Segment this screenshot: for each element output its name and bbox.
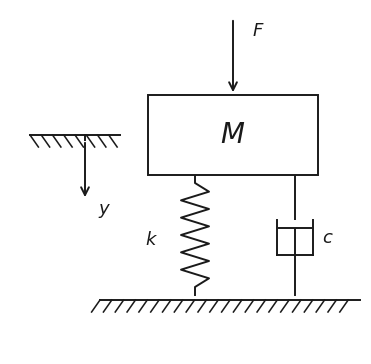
- Bar: [148, 95, 318, 175]
- Text: $\mathit{k}$: $\mathit{k}$: [145, 231, 158, 249]
- Text: $\mathit{c}$: $\mathit{c}$: [322, 229, 334, 247]
- Bar: [279, 220, 311, 228]
- Text: $\mathit{F}$: $\mathit{F}$: [252, 22, 265, 40]
- Text: $\mathit{y}$: $\mathit{y}$: [98, 202, 111, 220]
- Text: $\mathit{M}$: $\mathit{M}$: [220, 121, 246, 149]
